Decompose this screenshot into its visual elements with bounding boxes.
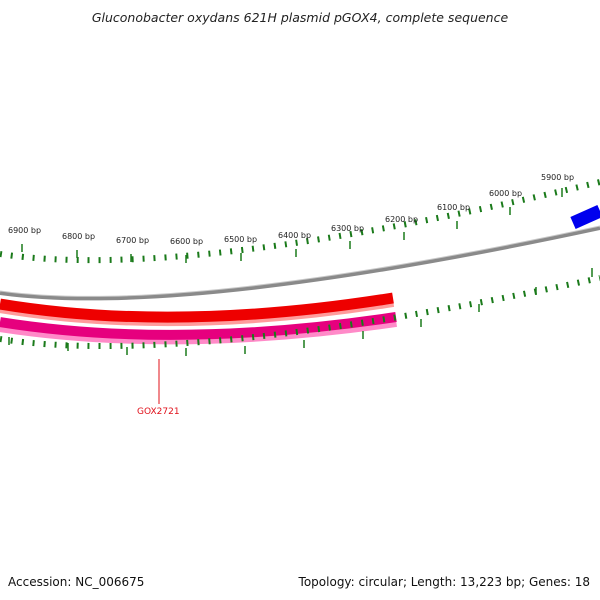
tick-label-6500: 6500 bp xyxy=(224,235,257,244)
gox2721-feature xyxy=(0,312,397,340)
tick-label-6300: 6300 bp xyxy=(331,224,364,233)
tick-label-5900: 5900 bp xyxy=(541,173,574,182)
topology-summary: Topology: circular; Length: 13,223 bp; G… xyxy=(298,575,590,589)
tick-label-6100: 6100 bp xyxy=(437,203,470,212)
tick-label-6800: 6800 bp xyxy=(62,232,95,241)
tick-label-6200: 6200 bp xyxy=(385,215,418,224)
tick-label-6600: 6600 bp xyxy=(170,237,203,246)
red-gene-feature xyxy=(0,292,394,323)
tick-label-6400: 6400 bp xyxy=(278,231,311,240)
tick-label-6700: 6700 bp xyxy=(116,236,149,245)
backbone-highlight xyxy=(0,225,600,297)
backbone-circle xyxy=(0,226,600,301)
inner-major-ticks xyxy=(8,268,593,356)
inner-ruler-ticks xyxy=(0,275,600,350)
outer-ruler-ticks xyxy=(0,179,600,264)
outer-major-ticks xyxy=(21,188,563,263)
tick-label-6000: 6000 bp xyxy=(489,189,522,198)
tick-label-6900: 6900 bp xyxy=(8,226,41,235)
blue-feature xyxy=(570,205,600,229)
map-title: Gluconobacter oxydans 621H plasmid pGOX4… xyxy=(91,10,509,25)
gene-label-gox2721: GOX2721 xyxy=(137,407,180,417)
accession-label: Accession: NC_006675 xyxy=(8,575,145,589)
